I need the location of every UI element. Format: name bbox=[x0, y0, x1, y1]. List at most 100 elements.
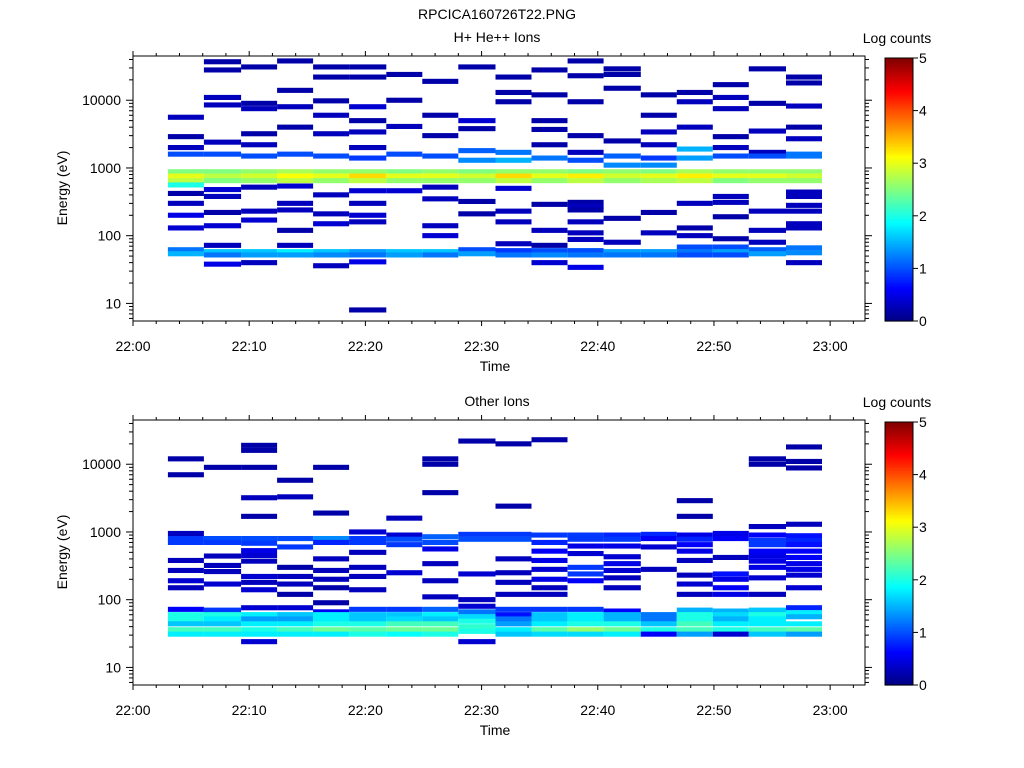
colorbar-segment bbox=[885, 630, 913, 633]
heatmap-cell bbox=[458, 618, 496, 624]
heatmap-cell bbox=[748, 558, 786, 564]
colorbar-segment bbox=[885, 470, 913, 474]
colorbar-segment bbox=[885, 487, 913, 491]
colorbar-segment bbox=[885, 557, 913, 561]
heatmap-cell bbox=[458, 531, 496, 537]
colorbar-segment bbox=[885, 641, 913, 644]
heatmap-cell bbox=[422, 196, 459, 202]
heatmap-cell bbox=[422, 184, 459, 190]
heatmap-cell bbox=[349, 178, 387, 184]
colorbar-segment bbox=[885, 439, 913, 443]
colorbar-segment bbox=[885, 560, 913, 563]
heatmap-cell bbox=[203, 151, 242, 157]
heatmap-cell bbox=[676, 607, 713, 613]
heatmap-cell bbox=[422, 133, 459, 139]
heatmap-cell bbox=[277, 544, 314, 550]
heatmap-cell bbox=[458, 597, 496, 603]
colorbar-segment bbox=[885, 472, 913, 476]
heatmap-cell bbox=[241, 616, 278, 622]
heatmap-cell bbox=[277, 621, 314, 627]
heatmap-cell bbox=[203, 539, 242, 545]
heatmap-cell bbox=[640, 249, 677, 255]
colorbar-segment bbox=[885, 481, 913, 484]
heatmap-cell bbox=[349, 145, 387, 151]
colorbar-segment bbox=[885, 649, 913, 653]
heatmap-cell bbox=[167, 200, 204, 206]
heatmap-cell bbox=[422, 78, 459, 84]
heatmap-cell bbox=[277, 564, 314, 570]
colorbar-segment bbox=[885, 538, 913, 541]
heatmap-cell bbox=[786, 202, 822, 208]
heatmap-cell bbox=[241, 552, 278, 558]
heatmap-cell bbox=[167, 145, 204, 151]
heatmap-cell bbox=[241, 558, 278, 564]
heatmap-cell bbox=[567, 203, 604, 209]
colorbar-segment bbox=[885, 182, 913, 186]
colorbar-label: Log counts bbox=[863, 394, 932, 410]
heatmap-cell bbox=[386, 178, 423, 184]
heatmap-cell bbox=[422, 631, 459, 637]
colorbar-segment bbox=[885, 108, 913, 112]
colorbar-tick-label: 4 bbox=[919, 467, 927, 483]
heatmap-cell bbox=[349, 616, 387, 622]
heatmap-cell bbox=[786, 631, 822, 637]
x-tick-label: 22:40 bbox=[580, 702, 615, 718]
colorbar-frame bbox=[884, 57, 914, 322]
heatmap-cell bbox=[167, 631, 204, 637]
colorbar-segment bbox=[885, 64, 913, 68]
heatmap-cell bbox=[349, 627, 387, 633]
heatmap-cell bbox=[313, 173, 350, 179]
heatmap-cell bbox=[748, 548, 786, 554]
colorbar-segment bbox=[885, 231, 913, 234]
colorbar-segment bbox=[885, 150, 913, 153]
heatmap-cell bbox=[676, 99, 713, 105]
heatmap-cell bbox=[712, 627, 749, 633]
heatmap-cell bbox=[676, 155, 713, 161]
heatmap-cell bbox=[640, 230, 677, 236]
heatmap-cell bbox=[203, 621, 242, 627]
colorbar-segment bbox=[885, 485, 913, 489]
heatmap-cell bbox=[531, 92, 568, 98]
heatmap-cell bbox=[531, 532, 568, 538]
x-tick-label: 22:00 bbox=[115, 702, 150, 718]
colorbar-segment bbox=[885, 266, 913, 269]
heatmap-cell bbox=[277, 207, 314, 213]
heatmap-cell bbox=[167, 627, 204, 633]
colorbar-segment bbox=[885, 446, 913, 449]
heatmap-cell bbox=[349, 307, 387, 313]
colorbar-segment bbox=[885, 250, 913, 254]
heatmap-cell bbox=[748, 239, 786, 245]
heatmap-cell bbox=[712, 608, 749, 614]
colorbar-segment bbox=[885, 299, 913, 302]
heatmap-cell bbox=[313, 221, 350, 227]
colorbar-segment bbox=[885, 294, 913, 298]
heatmap-cell bbox=[603, 621, 641, 627]
heatmap-cell bbox=[567, 248, 604, 254]
heatmap-cell bbox=[712, 244, 749, 250]
heatmap-cell bbox=[422, 534, 459, 540]
heatmap-cell bbox=[495, 570, 532, 576]
heatmap-cell bbox=[241, 106, 278, 112]
heatmap-cell bbox=[748, 564, 786, 570]
heatmap-cell bbox=[603, 616, 641, 622]
x-tick-label: 22:30 bbox=[464, 702, 499, 718]
heatmap-cell bbox=[531, 591, 568, 597]
heatmap-cell bbox=[567, 199, 604, 205]
heatmap-cell bbox=[712, 554, 749, 560]
colorbar-tick-label: 5 bbox=[919, 414, 927, 430]
heatmap-cell bbox=[277, 178, 314, 184]
heatmap-cell bbox=[386, 71, 423, 77]
heatmap-cell bbox=[748, 607, 786, 613]
colorbar-segment bbox=[885, 507, 913, 511]
y-tick-label: 10000 bbox=[82, 456, 121, 472]
heatmap-cell bbox=[277, 612, 314, 618]
colorbar-segment bbox=[885, 441, 913, 445]
colorbar-segment bbox=[885, 277, 913, 280]
heatmap-cell bbox=[748, 532, 786, 538]
x-tick-label: 22:40 bbox=[580, 338, 615, 354]
colorbar-tick-label: 1 bbox=[919, 624, 927, 640]
colorbar-frame bbox=[884, 421, 914, 686]
heatmap-cell bbox=[277, 124, 314, 130]
heatmap-cell bbox=[167, 225, 204, 231]
